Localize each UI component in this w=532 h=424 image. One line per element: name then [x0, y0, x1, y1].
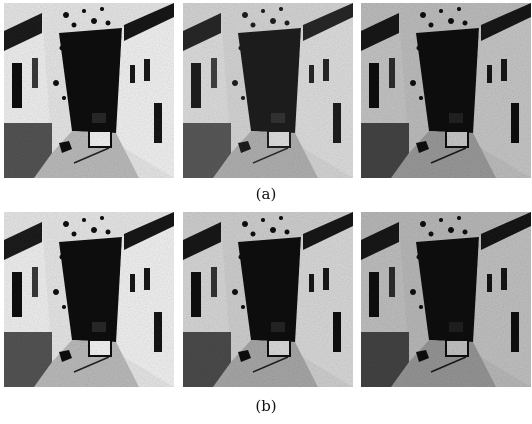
image-panel-b3	[361, 212, 531, 387]
image-panel-a3	[361, 3, 531, 178]
figure-row-b	[0, 212, 532, 387]
image-panel-b2	[183, 212, 353, 387]
figure-row-a	[0, 3, 532, 178]
image-panel-a2	[183, 3, 353, 178]
caption-b: (b)	[255, 397, 277, 415]
image-panel-b1	[4, 212, 174, 387]
caption-a: (a)	[255, 185, 277, 203]
image-panel-a1	[4, 3, 174, 178]
